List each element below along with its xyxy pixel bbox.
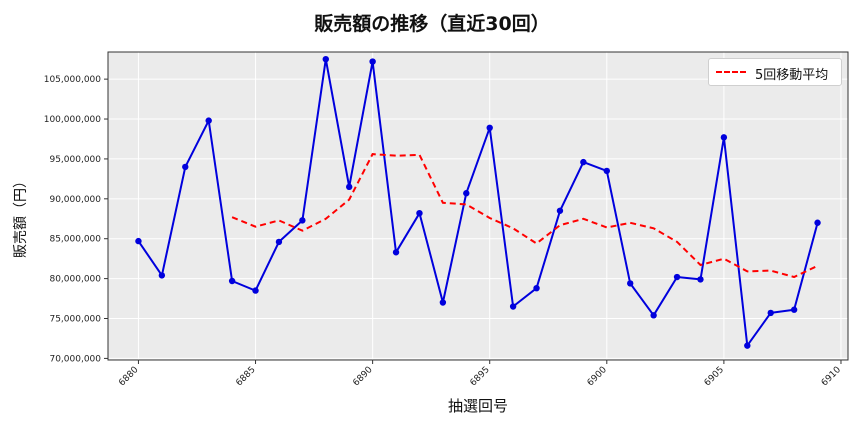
data-point-sales [135, 237, 142, 245]
y-tick-label: 85,000,000 [49, 235, 101, 245]
y-tick-label: 75,000,000 [49, 315, 101, 325]
data-point-sales [205, 117, 212, 124]
data-point-sales [627, 280, 634, 287]
data-point-sales [580, 158, 587, 166]
x-tick-label: 6880 [117, 365, 140, 388]
x-tick-label: 6905 [703, 365, 726, 388]
data-point-sales [486, 124, 493, 132]
data-point-sales [556, 207, 564, 214]
x-tick-label: 6910 [820, 365, 843, 388]
y-tick-label: 70,000,000 [49, 354, 101, 364]
data-point-sales [720, 134, 728, 141]
data-point-sales [392, 249, 400, 256]
x-tick-label: 6895 [469, 365, 492, 388]
data-point-sales [603, 167, 610, 175]
data-point-sales [697, 276, 704, 283]
data-point-sales [767, 309, 774, 317]
y-tick-label: 105,000,000 [44, 75, 102, 85]
series-line-moving-average [231, 153, 819, 279]
y-tick-label: 100,000,000 [44, 115, 102, 125]
legend: 5回移動平均 [708, 58, 842, 86]
y-tick-label: 80,000,000 [49, 275, 101, 285]
data-point-sales [509, 303, 517, 310]
data-point-sales [228, 277, 236, 285]
data-point-sales [650, 312, 657, 319]
data-point-sales [182, 163, 189, 171]
legend-label-moving-average: 5回移動平均 [755, 68, 829, 83]
chart-title: 販売額の推移（直近30回） [314, 13, 550, 35]
data-point-sales [814, 219, 821, 226]
series-layer [135, 55, 821, 349]
series-line-sales [137, 58, 819, 347]
data-point-sales [158, 272, 166, 279]
data-point-sales [463, 190, 470, 197]
y-axis-title: 販売額（円） [13, 174, 29, 258]
legend-swatch-moving-average [716, 71, 746, 73]
x-tick-label: 6885 [234, 365, 257, 388]
data-point-sales [346, 183, 353, 191]
y-axis-title-wrap: 販売額（円） [4, 166, 36, 266]
data-point-sales [252, 287, 259, 294]
x-tick-label: 6890 [351, 365, 374, 388]
x-tick-label: 6900 [586, 365, 609, 388]
plot-area [108, 52, 848, 360]
y-tick-label: 90,000,000 [49, 195, 101, 205]
data-point-sales [744, 342, 751, 349]
data-point-sales [439, 299, 447, 306]
data-point-sales [369, 58, 376, 65]
data-point-sales [533, 284, 540, 292]
data-point-sales [275, 238, 283, 246]
data-point-sales [299, 217, 306, 224]
data-point-sales [416, 209, 423, 217]
data-point-sales [673, 273, 681, 281]
y-tick-label: 95,000,000 [49, 155, 101, 165]
data-point-sales [322, 55, 329, 63]
plot-frame [107, 51, 849, 361]
data-point-sales [790, 306, 798, 313]
x-axis-title: 抽選回号 [447, 397, 508, 415]
